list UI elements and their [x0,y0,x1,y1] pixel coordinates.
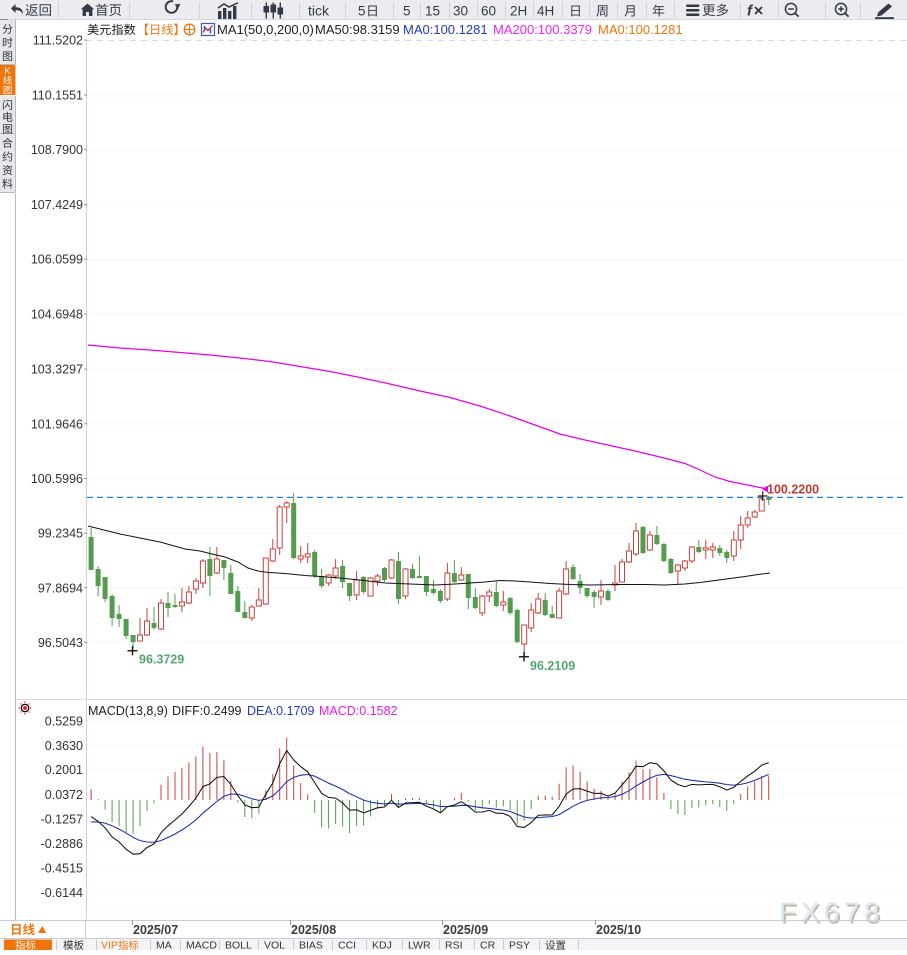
svg-text:107.4249: 107.4249 [31,198,83,212]
svg-text:15: 15 [425,4,440,19]
svg-text:0.0372: 0.0372 [45,788,83,802]
svg-text:96.5043: 96.5043 [38,636,83,650]
svg-text:0.5259: 0.5259 [45,715,83,729]
svg-text:96.2109: 96.2109 [530,659,575,673]
svg-text:FX678: FX678 [779,897,884,928]
svg-text:LWR: LWR [408,940,431,951]
svg-text:100.5996: 100.5996 [31,472,83,486]
svg-text:100.2200: 100.2200 [767,483,819,497]
svg-text:5: 5 [358,4,366,19]
svg-text:2025/09: 2025/09 [443,923,488,937]
svg-text:106.0599: 106.0599 [31,253,83,267]
svg-text:MACD: MACD [186,940,217,951]
svg-text:f: f [747,3,754,20]
svg-text:FX678: FX678 [781,899,886,930]
svg-text:MA50:98.3159: MA50:98.3159 [315,22,400,37]
svg-text:111.5202: 111.5202 [33,34,83,48]
svg-text:MA1(50,0,200,0): MA1(50,0,200,0) [217,22,314,37]
svg-text:97.8694: 97.8694 [38,581,83,595]
svg-text:30: 30 [453,4,468,19]
svg-text:K: K [4,66,11,77]
svg-text:PSY: PSY [509,940,530,951]
svg-text:2H: 2H [510,4,527,19]
svg-text:BOLL: BOLL [225,940,252,951]
svg-text:104.6948: 104.6948 [31,308,83,322]
svg-text:CR: CR [480,940,496,951]
svg-text:MA0:100.1281: MA0:100.1281 [598,22,683,37]
svg-text:0.2001: 0.2001 [45,763,83,777]
svg-text:96.3729: 96.3729 [139,653,184,667]
svg-text:BIAS: BIAS [299,940,323,951]
svg-text:-0.6144: -0.6144 [41,886,83,900]
svg-text:MA200:100.3379: MA200:100.3379 [493,22,592,37]
svg-text:2025/10: 2025/10 [596,923,641,937]
svg-text:-0.2886: -0.2886 [41,837,83,851]
svg-text:2025/08: 2025/08 [291,923,336,937]
svg-text:DIFF:0.2499: DIFF:0.2499 [172,704,242,718]
svg-text:99.2345: 99.2345 [38,527,83,541]
svg-text:MA0:100.1281: MA0:100.1281 [403,22,488,37]
svg-text:103.3297: 103.3297 [31,363,83,377]
svg-text:KDJ: KDJ [372,940,392,951]
svg-text:MACD:0.1582: MACD:0.1582 [319,704,398,718]
svg-text:0.3630: 0.3630 [45,739,83,753]
svg-text:101.9646: 101.9646 [31,417,83,431]
svg-text:VOL: VOL [264,940,285,951]
svg-text:DEA:0.1709: DEA:0.1709 [247,704,314,718]
svg-text:CCI: CCI [338,940,356,951]
svg-text:110.1551: 110.1551 [32,89,83,103]
svg-text:tick: tick [308,3,330,19]
svg-text:VIP: VIP [101,940,118,951]
svg-text:MACD(13,8,9): MACD(13,8,9) [88,704,168,718]
svg-text:2025/07: 2025/07 [133,923,178,937]
svg-text:60: 60 [481,4,496,19]
svg-text:-0.1257: -0.1257 [41,813,83,827]
svg-text:108.7900: 108.7900 [31,143,83,157]
svg-text:4H: 4H [537,4,554,19]
svg-text:-0.4515: -0.4515 [41,862,83,876]
svg-text:MA: MA [156,940,172,951]
svg-text:RSI: RSI [445,940,463,951]
svg-text:5: 5 [403,4,411,19]
